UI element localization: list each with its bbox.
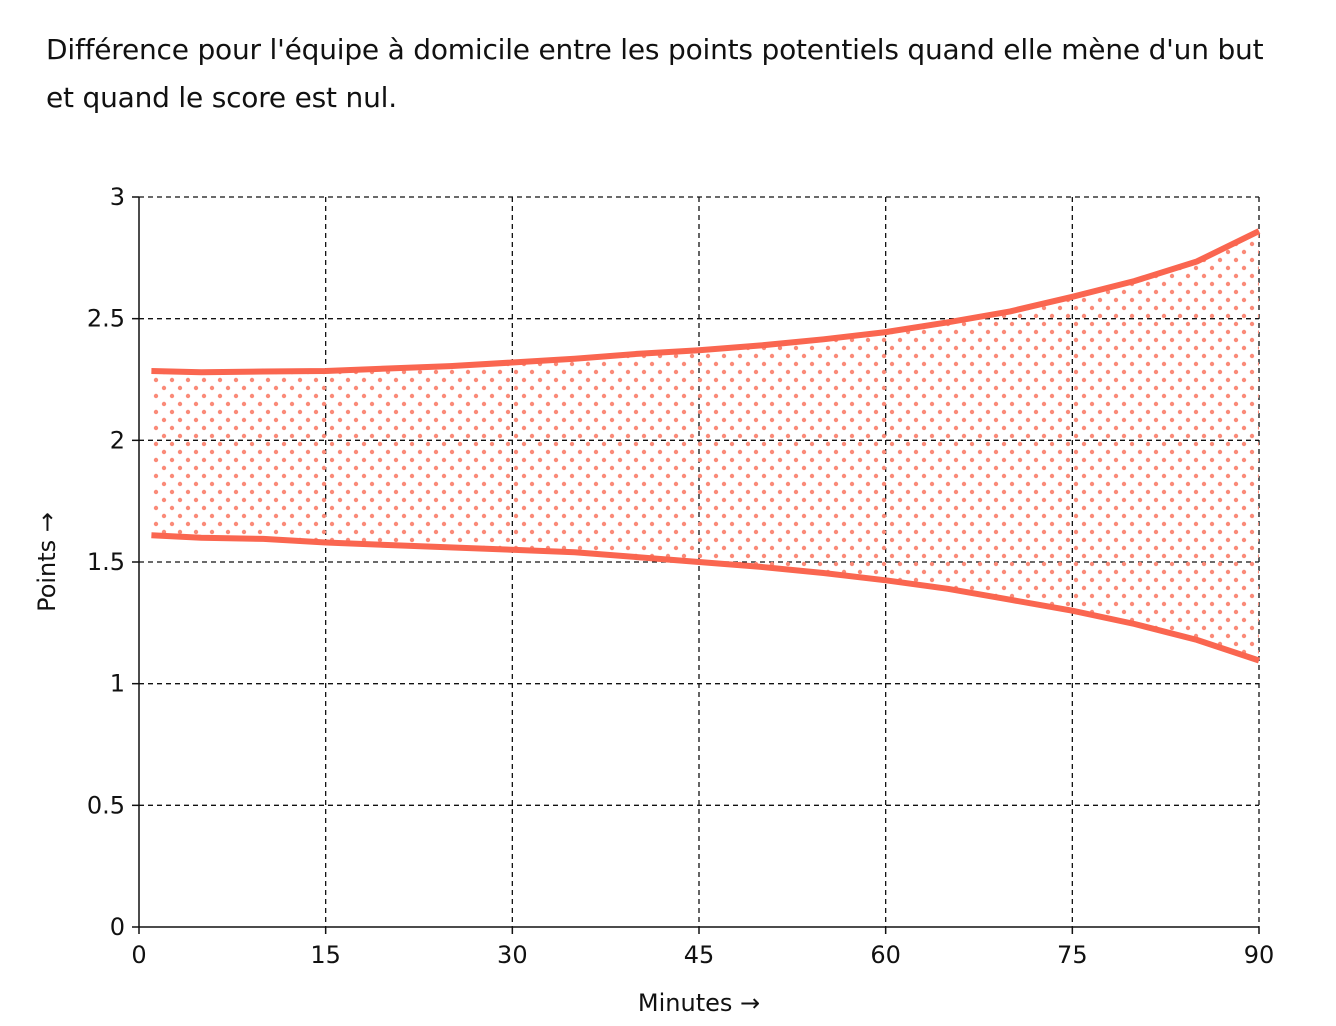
y-tick-label: 0 <box>110 913 125 941</box>
lower-series-line <box>151 532 1260 664</box>
x-tick-label: 30 <box>497 941 528 969</box>
y-tick-label: 2 <box>110 426 125 454</box>
band-area <box>151 231 1259 661</box>
y-tick-label: 1 <box>110 670 125 698</box>
y-tick-label: 1.5 <box>87 548 125 576</box>
y-tick-label: 3 <box>110 183 125 211</box>
y-tick-label: 0.5 <box>87 791 125 819</box>
upper-series-line <box>151 228 1261 376</box>
x-tick-label: 60 <box>870 941 901 969</box>
tick-labels: 0 15 30 45 60 75 90 0 0.5 1 1.5 2 2.5 3 <box>87 183 1274 969</box>
x-tick-label: 0 <box>131 941 146 969</box>
x-tick-label: 15 <box>310 941 341 969</box>
chart-title: Différence pour l'équipe à domicile entr… <box>46 33 1264 114</box>
y-axis-label: Points → <box>33 512 61 612</box>
x-axis-label: Minutes → <box>638 989 760 1017</box>
band-fill <box>151 231 1259 661</box>
series-lines <box>151 228 1261 664</box>
x-tick-label: 90 <box>1244 941 1275 969</box>
x-tick-label: 75 <box>1057 941 1088 969</box>
axes <box>132 196 1260 934</box>
y-tick-label: 2.5 <box>87 305 125 333</box>
x-tick-label: 45 <box>684 941 715 969</box>
